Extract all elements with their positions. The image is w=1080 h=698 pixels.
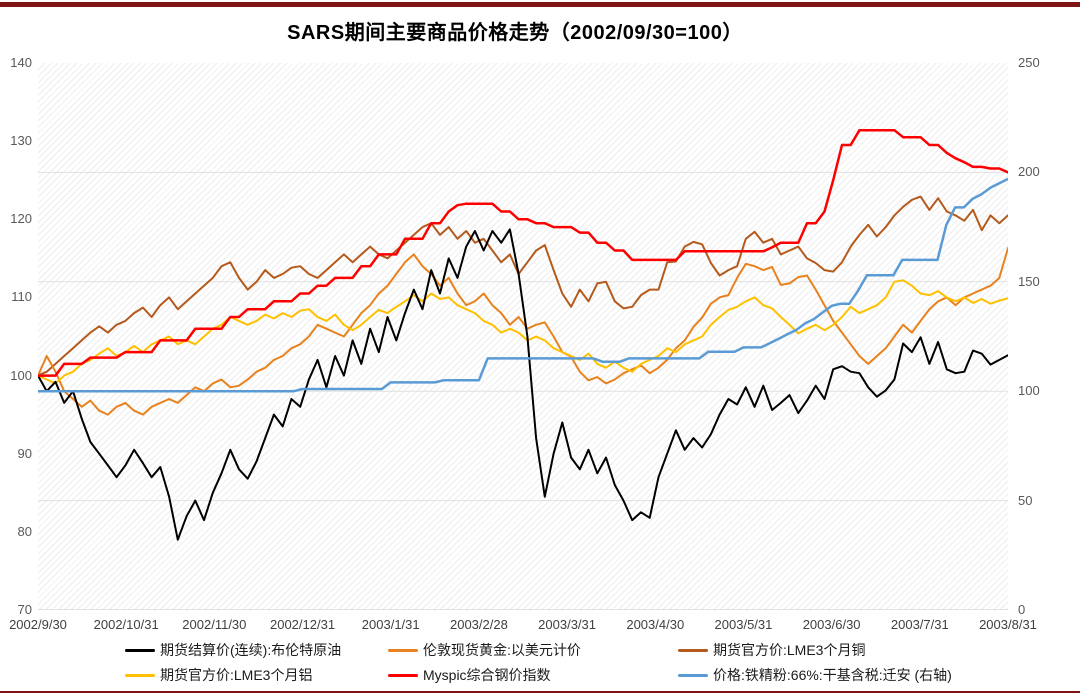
series-line-2 — [38, 195, 1008, 377]
x-axis-tick-label: 2003/5/31 — [714, 617, 773, 632]
x-axis-tick-label: 2002/9/30 — [9, 617, 67, 632]
legend-item-myspic-steel: Myspic综合钢价指数 — [388, 666, 678, 684]
left-axis-tick-label: 90 — [17, 445, 32, 461]
chart-legend: 期货结算价(连续):布伦特原油 伦敦现货黄金:以美元计价 期货官方价:LME3个… — [125, 641, 995, 684]
legend-label: 伦敦现货黄金:以美元计价 — [423, 642, 581, 658]
bottom-accent-rule — [0, 691, 1080, 693]
right-axis-tick-label: 0 — [1018, 602, 1026, 617]
iron-ore-line-swatch — [678, 673, 708, 677]
legend-item-lme-aluminum: 期货官方价:LME3个月铝 — [125, 666, 388, 684]
right-axis-tick-label: 100 — [1018, 383, 1040, 399]
top-accent-rule — [0, 2, 1080, 7]
lme-copper-line-swatch — [678, 648, 708, 652]
series-line-3 — [38, 279, 1008, 385]
x-axis-tick-label: 2003/2/28 — [449, 617, 508, 632]
legend-label: 期货官方价:LME3个月铜 — [713, 642, 866, 658]
legend-label: Myspic综合钢价指数 — [423, 667, 551, 683]
left-axis-tick-label: 130 — [10, 133, 32, 149]
right-axis-tick-label: 150 — [1018, 273, 1040, 289]
x-axis-tick-label: 2002/11/30 — [182, 617, 247, 632]
myspic-steel-line-swatch — [388, 673, 418, 677]
x-axis-tick-label: 2002/12/31 — [269, 617, 336, 632]
x-axis-tick-label: 2003/3/31 — [538, 617, 596, 632]
left-axis-tick-label: 80 — [17, 523, 32, 539]
series-line-0 — [38, 228, 1008, 541]
london-gold-line-swatch — [388, 648, 418, 652]
legend-item-brent-oil: 期货结算价(连续):布伦特原油 — [125, 641, 388, 659]
right-axis-tick-label: 250 — [1018, 55, 1040, 70]
lme-aluminum-line-swatch — [125, 673, 155, 677]
legend-item-iron-ore: 价格:铁精粉:66%:干基含税:迁安 (右轴) — [678, 666, 995, 684]
chart-canvas — [38, 128, 1008, 610]
legend-item-lme-copper: 期货官方价:LME3个月铜 — [678, 641, 995, 659]
plot-area — [38, 63, 1008, 610]
chart-title: SARS期间主要商品价格走势（2002/09/30=100） — [287, 22, 743, 44]
x-axis-tick-label: 2002/10/31 — [93, 617, 159, 632]
legend-label: 价格:铁精粉:66%:干基含税:迁安 (右轴) — [713, 667, 952, 683]
right-axis-tick-label: 50 — [1018, 492, 1033, 508]
legend-item-london-gold: 伦敦现货黄金:以美元计价 — [388, 641, 678, 659]
left-axis-tick-label: 110 — [11, 289, 32, 305]
series-line-5 — [38, 177, 1008, 393]
series-line-1 — [38, 247, 1008, 416]
right-axis-tick-label: 200 — [1018, 164, 1040, 180]
legend-label: 期货官方价:LME3个月铝 — [160, 667, 313, 683]
left-axis-tick-label: 140 — [10, 55, 32, 70]
x-axis-tick-label: 2003/4/30 — [626, 617, 685, 632]
left-axis-tick-label: 70 — [17, 602, 32, 617]
x-axis-tick-label: 2003/1/31 — [361, 617, 420, 632]
series-line-4 — [38, 128, 1008, 377]
x-axis-tick-label: 2003/7/31 — [890, 617, 949, 632]
x-axis-tick-label: 2003/6/30 — [802, 617, 861, 632]
left-axis-tick-label: 120 — [10, 211, 32, 227]
left-axis-tick-label: 100 — [10, 367, 32, 383]
x-axis-tick-label: 2003/8/31 — [979, 617, 1037, 632]
brent-oil-line-swatch — [125, 648, 155, 652]
legend-label: 期货结算价(连续):布伦特原油 — [160, 642, 342, 658]
